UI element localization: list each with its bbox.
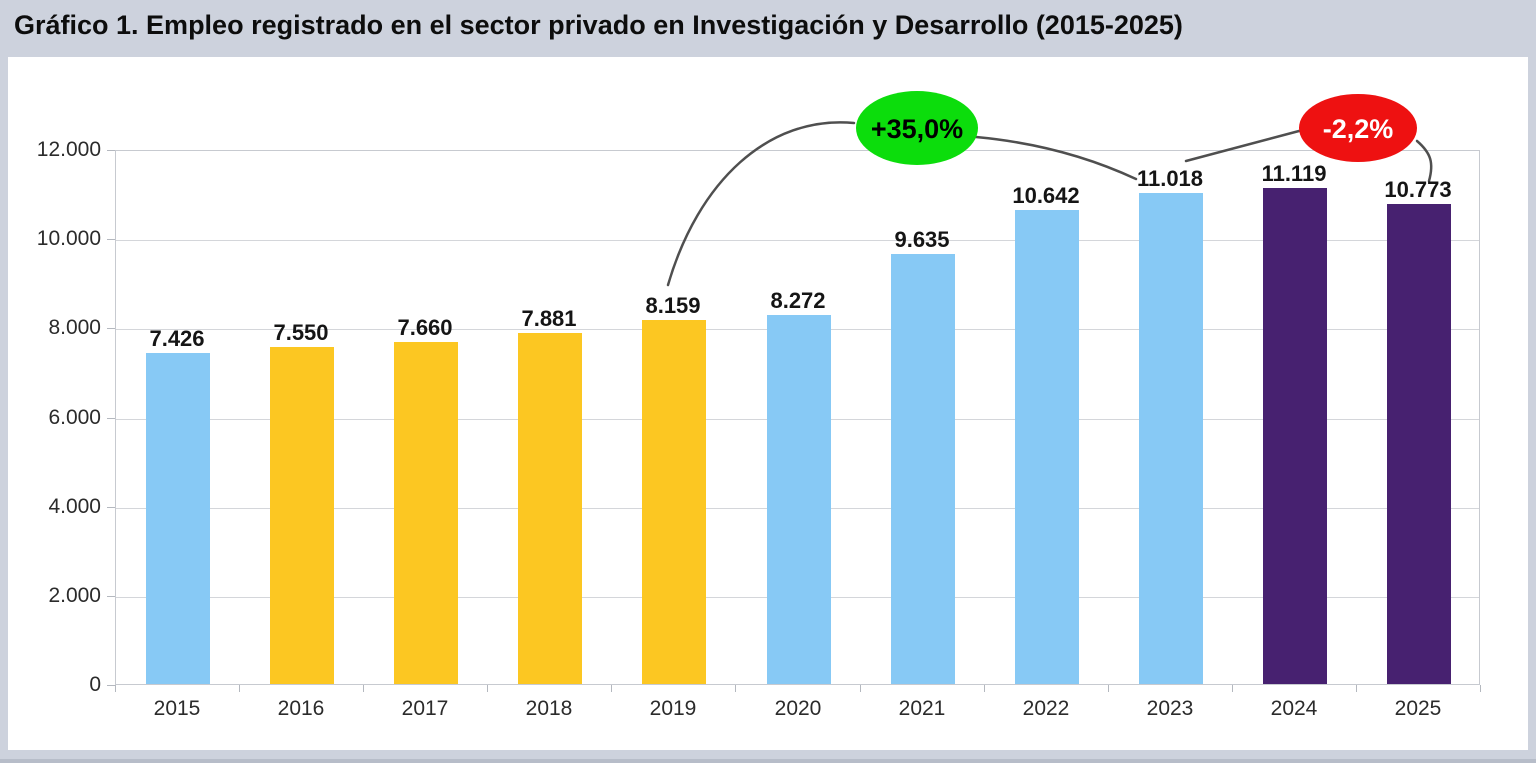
x-axis-tick [487,685,488,692]
x-axis-tick [239,685,240,692]
bar-value-label: 11.119 [1261,161,1327,186]
x-tick-label: 2021 [898,697,946,720]
bar-2025 [1387,204,1451,684]
bar-value-label: 11.018 [1136,166,1204,191]
bar-value-label: 8.272 [770,288,826,313]
x-tick-label: 2016 [277,697,325,720]
x-axis-tick [1232,685,1233,692]
decline-badge-label: -2,2% [1323,114,1394,144]
bar-2018 [518,333,582,684]
y-tick-label: 2.000 [48,584,101,607]
x-tick-label: 2023 [1146,697,1194,720]
x-tick-label: 2025 [1394,697,1442,720]
growth-badge-label: +35,0% [871,114,963,144]
x-axis-tick [735,685,736,692]
y-tick-label: 0 [89,673,101,696]
bar-value-label: 10.773 [1384,177,1452,202]
x-axis-tick [1480,685,1481,692]
bar-2021 [891,254,955,684]
bar-2023 [1139,193,1203,684]
x-tick-label: 2015 [153,697,201,720]
bar-2016 [270,347,334,684]
x-tick-label: 2019 [649,697,697,720]
x-axis-tick [860,685,861,692]
x-tick-label: 2022 [1022,697,1070,720]
x-axis-tick [984,685,985,692]
x-tick-label: 2018 [525,697,573,720]
y-tick-label: 10.000 [36,227,101,250]
bar-2022 [1015,210,1079,684]
bar-2017 [394,342,458,684]
x-axis-tick [1108,685,1109,692]
bar-2019 [642,320,706,684]
x-axis-tick [1356,685,1357,692]
x-axis-tick [363,685,364,692]
y-axis-tick [107,507,115,508]
x-axis-tick [115,685,116,692]
x-tick-label: 2020 [774,697,822,720]
y-axis-tick [107,596,115,597]
bar-value-label: 8.159 [645,293,701,318]
y-axis-tick [107,685,115,686]
y-axis-tick [107,150,115,151]
x-axis-tick [611,685,612,692]
page-title: Gráfico 1. Empleo registrado en el secto… [14,10,1183,40]
chart-canvas: +35,0% -2,2% 0 2.000 4.000 6.000 8.000 10.000… [8,57,1528,750]
plot-area [115,150,1480,685]
x-tick-label: 2024 [1270,697,1318,720]
y-tick-label: 4.000 [48,495,101,518]
bar-value-label: 9.635 [894,227,950,252]
window-bottom-edge [0,759,1536,763]
y-tick-label: 6.000 [48,406,101,429]
y-tick-label: 8.000 [48,316,101,339]
bar-2020 [767,315,831,684]
bar-value-label: 10.642 [1012,183,1080,208]
bar-2015 [146,353,210,684]
y-tick-label: 12.000 [36,138,101,161]
bar-value-label: 7.550 [273,320,329,345]
bar-value-label: 7.426 [149,326,205,351]
y-axis-tick [107,239,115,240]
y-axis-tick [107,328,115,329]
bar-value-label: 7.881 [521,306,577,331]
bar-value-label: 7.660 [397,315,453,340]
x-tick-label: 2017 [401,697,449,720]
y-axis-tick [107,418,115,419]
bar-2024 [1263,188,1327,684]
